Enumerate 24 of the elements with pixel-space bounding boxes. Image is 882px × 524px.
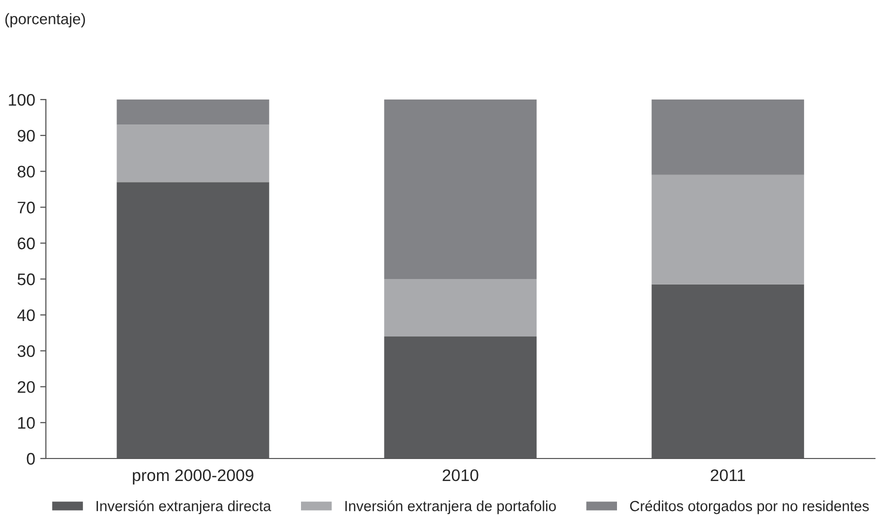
bar [116,124,270,182]
y-axis-title: (porcentaje) [5,13,85,28]
y-tick-label: 30 [18,345,35,358]
y-tick-label: 70 [18,202,35,214]
y-tick-label: 40 [17,309,35,322]
y-tick-label: 60 [18,238,35,250]
y-tick-label: 80 [18,166,35,178]
bar [384,100,537,280]
y-tick-label: 100 [8,94,35,106]
bar [652,100,804,175]
x-tick-label: prom 2000-2009 [132,469,254,484]
y-tick-label: 0 [26,452,35,465]
bar [116,100,270,125]
legend-label: Créditos otorgados por no residentes [630,500,869,514]
y-tick-label: 90 [18,130,35,142]
x-tick-label: 2011 [710,469,745,482]
y-tick-label: 20 [18,381,35,393]
y-tick-label: 10 [18,417,35,429]
bar [652,174,804,284]
legend-label: Inversión extranjera de portafolio [345,500,556,514]
x-tick-label: 2010 [442,469,478,482]
legend-label: Inversión extranjera directa [96,500,272,514]
bar [384,279,537,336]
y-tick-label: 50 [18,273,35,286]
